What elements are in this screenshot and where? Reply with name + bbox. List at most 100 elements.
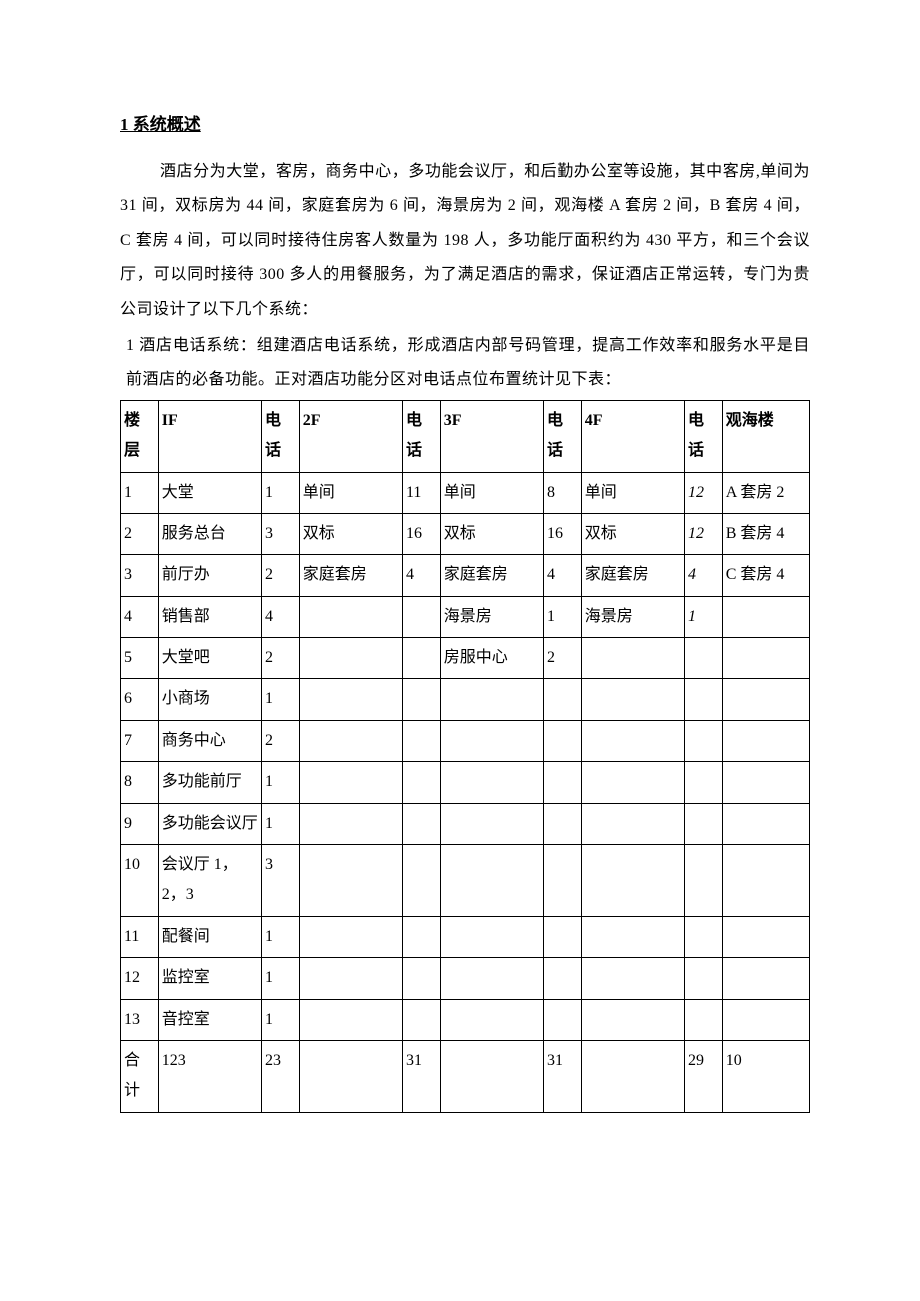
table-cell: 商务中心	[158, 720, 261, 761]
table-row: 13音控室1	[121, 999, 810, 1040]
table-cell: 123	[158, 1040, 261, 1112]
table-cell	[684, 845, 722, 917]
table-cell	[581, 638, 684, 679]
table-cell	[543, 999, 581, 1040]
table-cell: 12	[121, 958, 159, 999]
table-cell	[299, 679, 402, 720]
table-cell: 2	[543, 638, 581, 679]
table-cell	[402, 720, 440, 761]
table-cell	[440, 916, 543, 957]
table-cell	[440, 762, 543, 803]
table-cell	[543, 916, 581, 957]
table-cell	[722, 762, 809, 803]
table-cell: 1	[684, 596, 722, 637]
table-cell	[581, 803, 684, 844]
table-cell: 家庭套房	[581, 555, 684, 596]
table-cell	[299, 845, 402, 917]
table-cell	[722, 596, 809, 637]
table-cell: 小商场	[158, 679, 261, 720]
table-cell	[299, 803, 402, 844]
table-cell	[543, 958, 581, 999]
table-cell	[402, 679, 440, 720]
table-cell: 单间	[299, 472, 402, 513]
table-cell: 前厅办	[158, 555, 261, 596]
table-cell	[299, 638, 402, 679]
table-cell	[543, 803, 581, 844]
table-cell	[402, 916, 440, 957]
table-cell: 1	[261, 999, 299, 1040]
table-cell	[402, 845, 440, 917]
table-cell: 1	[261, 472, 299, 513]
table-cell	[299, 596, 402, 637]
table-cell: 2	[261, 638, 299, 679]
table-header-cell: 4F	[581, 400, 684, 472]
table-cell: 单间	[440, 472, 543, 513]
table-cell	[684, 720, 722, 761]
table-cell: 双标	[299, 513, 402, 554]
table-cell: 10	[722, 1040, 809, 1112]
table-cell	[722, 679, 809, 720]
table-cell: 3	[261, 845, 299, 917]
table-row: 7商务中心2	[121, 720, 810, 761]
table-cell: 服务总台	[158, 513, 261, 554]
table-cell	[440, 803, 543, 844]
table-head: 楼层IF电话2F电话3F电话4F电话观海楼	[121, 400, 810, 472]
table-cell	[581, 916, 684, 957]
table-cell	[722, 999, 809, 1040]
table-cell: 大堂吧	[158, 638, 261, 679]
table-cell: 12	[684, 513, 722, 554]
table-cell: 2	[121, 513, 159, 554]
table-cell	[581, 999, 684, 1040]
table-cell: 1	[261, 762, 299, 803]
table-cell	[684, 803, 722, 844]
table-cell: 4	[121, 596, 159, 637]
table-cell	[299, 720, 402, 761]
table-cell	[440, 679, 543, 720]
table-cell	[299, 1040, 402, 1112]
table-cell: 4	[684, 555, 722, 596]
table-cell	[299, 916, 402, 957]
table-cell	[440, 1040, 543, 1112]
table-cell: 合计	[121, 1040, 159, 1112]
table-cell: 6	[121, 679, 159, 720]
table-header-cell: 电话	[402, 400, 440, 472]
table-row: 8多功能前厅1	[121, 762, 810, 803]
table-row: 5大堂吧2房服中心2	[121, 638, 810, 679]
table-cell: 1	[543, 596, 581, 637]
table-row: 合计1232331312910	[121, 1040, 810, 1112]
table-cell: 销售部	[158, 596, 261, 637]
table-cell	[402, 803, 440, 844]
table-header-cell: 电话	[261, 400, 299, 472]
table-cell: 1	[121, 472, 159, 513]
table-cell: 8	[543, 472, 581, 513]
table-cell	[684, 958, 722, 999]
table-cell: 监控室	[158, 958, 261, 999]
table-cell: 海景房	[440, 596, 543, 637]
table-cell	[684, 762, 722, 803]
table-row: 6小商场1	[121, 679, 810, 720]
table-row: 12监控室1	[121, 958, 810, 999]
table-cell: 单间	[581, 472, 684, 513]
table-cell	[402, 958, 440, 999]
table-row: 9多功能会议厅1	[121, 803, 810, 844]
table-cell	[722, 720, 809, 761]
phone-layout-table: 楼层IF电话2F电话3F电话4F电话观海楼 1大堂1单间11单间8单间12A 套…	[120, 400, 810, 1113]
table-cell	[299, 999, 402, 1040]
table-row: 3前厅办2家庭套房4家庭套房4家庭套房4C 套房 4	[121, 555, 810, 596]
table-cell: 多功能会议厅	[158, 803, 261, 844]
table-cell: 16	[402, 513, 440, 554]
table-header-row: 楼层IF电话2F电话3F电话4F电话观海楼	[121, 400, 810, 472]
table-cell: 1	[261, 803, 299, 844]
table-cell	[722, 958, 809, 999]
table-cell: 海景房	[581, 596, 684, 637]
table-cell: 9	[121, 803, 159, 844]
table-cell: 4	[543, 555, 581, 596]
table-cell	[722, 638, 809, 679]
table-header-cell: IF	[158, 400, 261, 472]
table-cell: 29	[684, 1040, 722, 1112]
table-cell	[722, 803, 809, 844]
table-row: 1大堂1单间11单间8单间12A 套房 2	[121, 472, 810, 513]
table-cell	[581, 1040, 684, 1112]
table-cell	[684, 916, 722, 957]
table-cell: 4	[402, 555, 440, 596]
